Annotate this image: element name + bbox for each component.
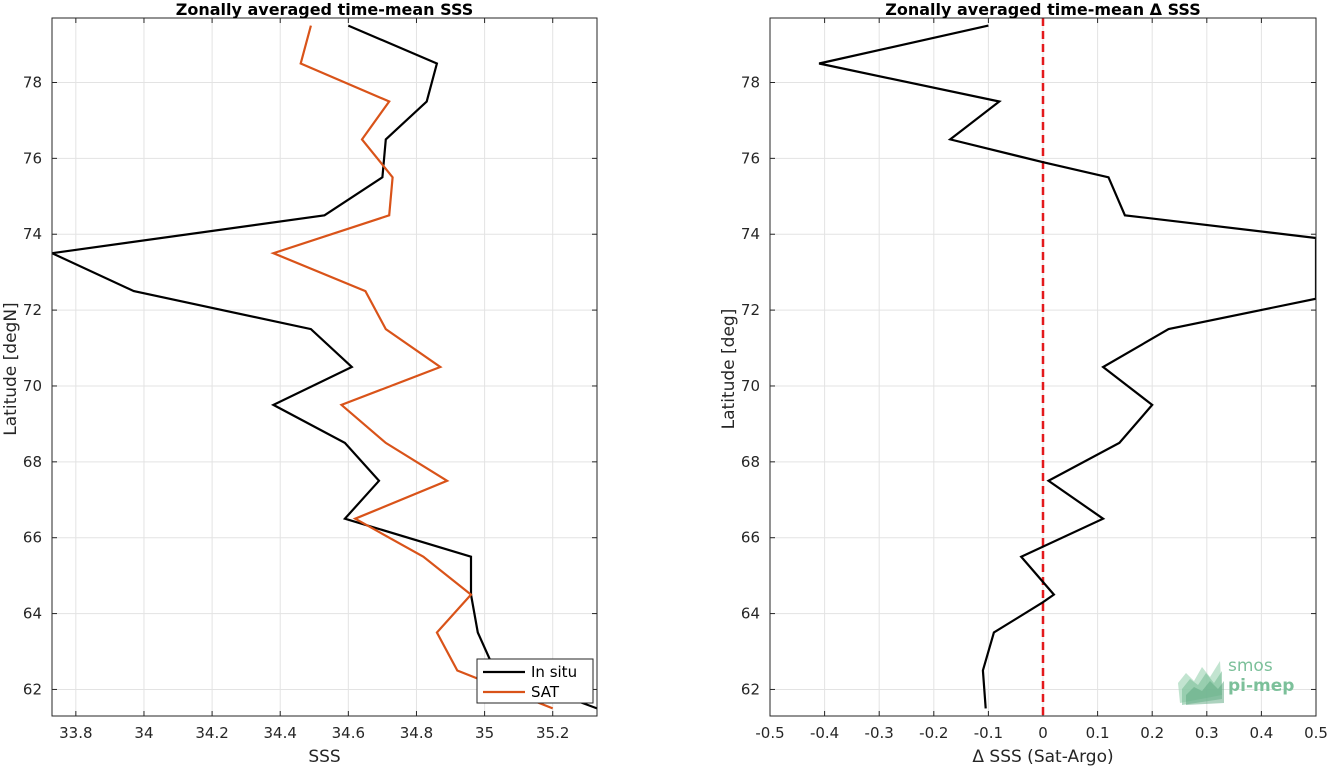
y-tick-label: 76 (741, 149, 760, 167)
x-tick-label: -0.1 (974, 724, 1003, 742)
x-axis-label: SSS (308, 747, 340, 766)
y-tick-label: 66 (741, 529, 760, 547)
legend-box (476, 658, 594, 704)
x-tick-label: 0.4 (1249, 724, 1273, 742)
series-group (52, 24, 597, 710)
y-tick-label: 68 (23, 453, 42, 471)
y-tick-label: 62 (23, 680, 42, 698)
chart-title: Zonally averaged time-mean SSS (176, 0, 474, 19)
series-line-in-situ (52, 24, 597, 710)
legend-label: In situ (531, 663, 577, 681)
y-tick-label: 78 (23, 73, 42, 91)
y-tick-label: 72 (741, 301, 760, 319)
plot-frame (769, 17, 1317, 717)
x-tick-label: 0.1 (1086, 724, 1110, 742)
x-tick-label: -0.5 (755, 724, 784, 742)
y-tick-label: 70 (741, 377, 760, 395)
x-tick-label: -0.4 (810, 724, 839, 742)
x-tick-label: -0.2 (919, 724, 948, 742)
logo-line1: smos (1228, 656, 1273, 676)
x-tick-label: 0.2 (1140, 724, 1164, 742)
series-group (818, 24, 1316, 709)
y-tick-label: 62 (741, 680, 760, 698)
y-axis-label: Latitude [deg] (719, 309, 739, 430)
x-tick-label: 0.5 (1304, 724, 1327, 742)
plot-frame (51, 17, 598, 717)
x-tick-label: 35 (475, 724, 494, 742)
chart-1: 33.8 34 34.2 34.4 34.6 34.8 35 35.2 62 64 66 68 70 72… (1, 0, 598, 766)
y-tick-label: 76 (23, 149, 42, 167)
legend-label: SAT (531, 683, 560, 701)
smos-pimep-logo: smos pi-mep (1176, 655, 1326, 705)
wave-logo-icon (1178, 661, 1224, 705)
y-tick-label: 68 (741, 453, 760, 471)
x-tick-label: 34.6 (332, 724, 365, 742)
x-tick-label: 0 (1038, 724, 1048, 742)
x-tick-label: 34.8 (400, 724, 433, 742)
y-tick-label: 74 (23, 225, 42, 243)
chart-title: Zonally averaged time-mean Δ SSS (885, 0, 1201, 19)
chart-2: -0.5 -0.4 -0.3 -0.2 -0.1 0 0.1 0.2 0.3 0.4 0.5 62 64… (719, 0, 1327, 766)
y-tick-label: 64 (741, 605, 760, 623)
x-tick-label: 0.3 (1195, 724, 1219, 742)
y-tick-label: 70 (23, 377, 42, 395)
series-line-1 (818, 24, 1316, 709)
y-tick-label: 78 (741, 73, 760, 91)
x-tick-label: 35.2 (536, 724, 569, 742)
x-axis-label: Δ SSS (Sat-Argo) (972, 747, 1113, 766)
y-tick-label: 66 (23, 529, 42, 547)
logo-line2: pi-mep (1228, 676, 1295, 696)
x-tick-label: 34.2 (195, 724, 228, 742)
legend: In situ SAT (476, 658, 594, 704)
x-tick-label: -0.3 (865, 724, 894, 742)
y-tick-label: 64 (23, 605, 42, 623)
x-tick-label: 33.8 (59, 724, 92, 742)
y-axis-label: Latitude [degN] (1, 302, 21, 435)
x-tick-label: 34.4 (264, 724, 297, 742)
x-tick-label: 34 (134, 724, 153, 742)
y-tick-label: 72 (23, 301, 42, 319)
y-tick-label: 74 (741, 225, 760, 243)
series-line-sat (270, 25, 554, 710)
